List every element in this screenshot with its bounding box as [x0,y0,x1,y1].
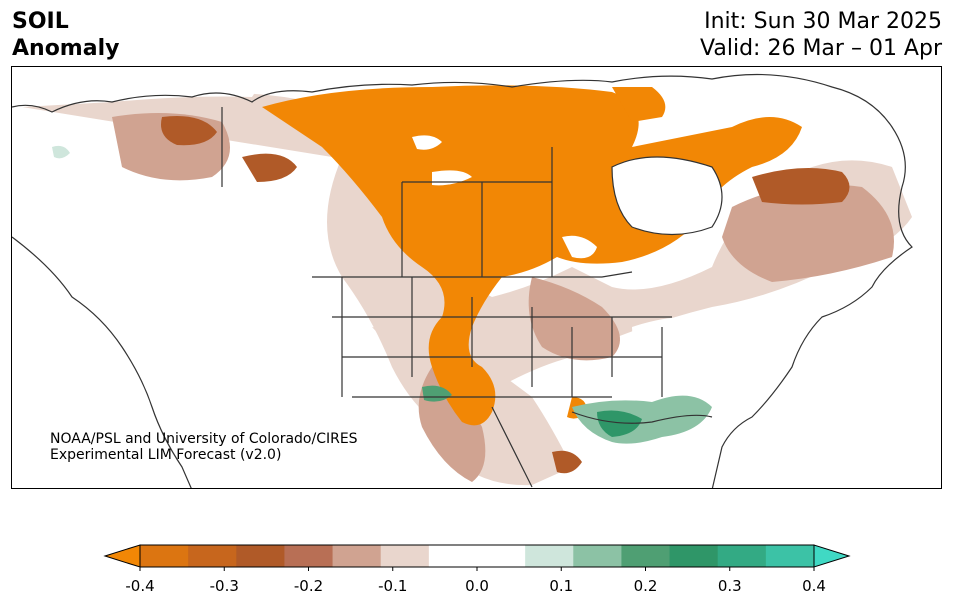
colorbar-swatch [332,545,382,567]
map-panel: NOAA/PSL and University of Colorado/CIRE… [11,66,942,489]
colorbar-tick-label: 0.1 [549,577,573,595]
colorbar-left-arrow [103,544,141,568]
colorbar-tick-label: -0.1 [378,577,407,595]
colorbar-swatch [525,545,574,567]
init-date: Init: Sun 30 Mar 2025 [704,9,942,34]
credit-line-2: Experimental LIM Forecast (v2.0) [50,447,282,463]
title-line-2: Anomaly [12,36,120,61]
colorbar-tick-label: 0.0 [465,577,489,595]
anomaly-fill-strong [161,116,850,474]
colorbar-swatch [236,545,285,567]
colorbar-swatch [188,545,237,567]
colorbar-swatch [428,545,478,567]
colorbar-swatch [765,545,815,567]
colorbar-right-arrow [813,544,851,568]
credit-text: NOAA/PSL and University of Colorado/CIRE… [50,431,358,463]
colorbar-swatch [477,545,526,567]
colorbar-tick-label: 0.3 [718,577,742,595]
valid-range: Valid: 26 Mar – 01 Apr [700,36,942,61]
title-line-1: SOIL [12,9,69,34]
anomaly-fill-positive [52,145,712,444]
borders [12,73,913,488]
colorbar-ticks: -0.4 -0.3 -0.2 -0.1 0.0 0.1 0.2 0.3 0.4 [125,567,826,595]
colorbar-swatch [140,545,189,567]
colorbar-swatch [573,545,622,567]
colorbar-tick-label: -0.3 [210,577,239,595]
colorbar-swatch [380,545,430,567]
colorbar-swatch [717,545,767,567]
soil-anomaly-map [12,67,941,488]
colorbar-swatch [669,545,719,567]
colorbar-swatches [140,545,815,567]
colorbar-tick-label: 0.4 [802,577,826,595]
colorbar-swatch [284,545,334,567]
colorbar-tick-label: 0.2 [634,577,658,595]
colorbar-swatch [621,545,671,567]
colorbar-tick-label: -0.2 [294,577,323,595]
colorbar-tick-label: -0.4 [125,577,154,595]
neutral-areas [12,67,941,488]
credit-line-1: NOAA/PSL and University of Colorado/CIRE… [50,431,358,447]
forecast-dates: Init: Sun 30 Mar 2025 Valid: 26 Mar – 01… [700,8,942,62]
map-title: SOIL Anomaly [12,8,119,62]
